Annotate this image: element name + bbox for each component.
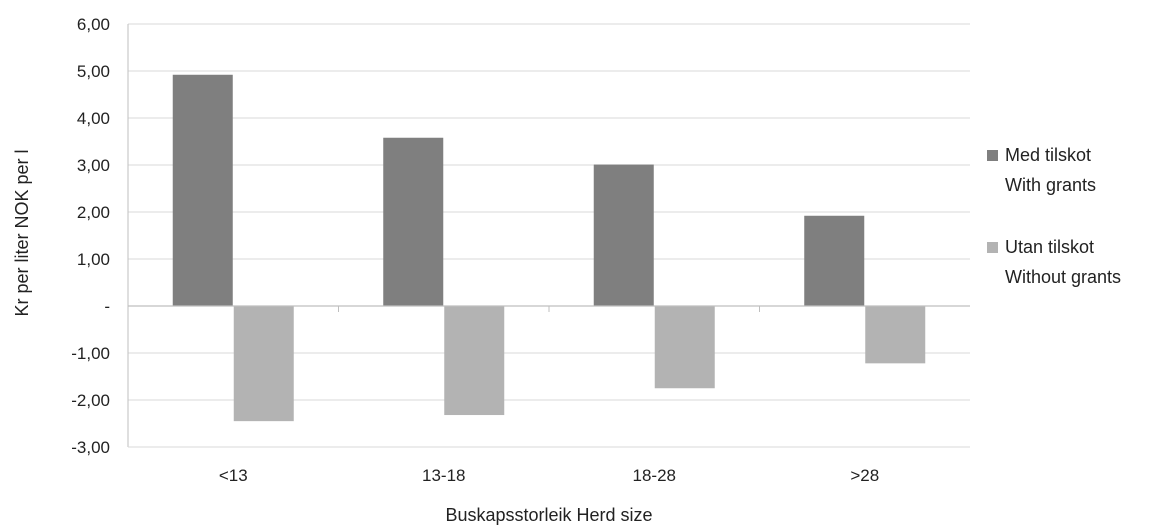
y-axis-title: Kr per liter NOK per l <box>12 149 32 316</box>
y-tick-label: -2,00 <box>71 391 110 410</box>
x-tick-label: <13 <box>219 466 248 485</box>
x-axis-title: Buskapsstorleik Herd size <box>445 505 652 525</box>
y-tick-label: 1,00 <box>77 250 110 269</box>
bar-series-2-1 <box>233 306 294 422</box>
bar-series-1-2 <box>383 137 444 306</box>
y-tick-label: 3,00 <box>77 156 110 175</box>
legend-swatch <box>987 150 998 161</box>
bar-series-2-3 <box>654 306 715 389</box>
bar-series-1-4 <box>804 215 865 306</box>
legend-label-line2: Without grants <box>1005 267 1121 287</box>
bar-series-2-2 <box>444 306 505 416</box>
y-tick-label: -3,00 <box>71 438 110 457</box>
y-tick-label: - <box>104 297 110 316</box>
y-tick-label: -1,00 <box>71 344 110 363</box>
x-tick-label: 13-18 <box>422 466 465 485</box>
y-axis-tick-labels: 6,00 5,00 4,00 3,00 2,00 1,00 - -1,00 -2,00 -3,00 <box>71 15 110 457</box>
legend-label-line2: With grants <box>1005 175 1096 195</box>
legend-label-line1: Utan tilskot <box>1005 237 1094 257</box>
bars <box>172 74 926 422</box>
y-tick-label: 4,00 <box>77 109 110 128</box>
y-tick-label: 2,00 <box>77 203 110 222</box>
x-tick-label: 18-28 <box>633 466 676 485</box>
bar-series-2-4 <box>865 306 926 364</box>
legend: Med tilskot With grants Utan tilskot Withou… <box>987 145 1121 287</box>
axes <box>127 24 970 448</box>
legend-label-line1: Med tilskot <box>1005 145 1091 165</box>
bar-series-1-3 <box>593 164 654 306</box>
legend-swatch <box>987 242 998 253</box>
y-tick-label: 5,00 <box>77 62 110 81</box>
x-axis-tick-labels: <13 13-18 18-28 >28 <box>219 466 879 485</box>
bar-series-1-1 <box>172 74 233 306</box>
y-tick-label: 6,00 <box>77 15 110 34</box>
x-tick-label: >28 <box>850 466 879 485</box>
